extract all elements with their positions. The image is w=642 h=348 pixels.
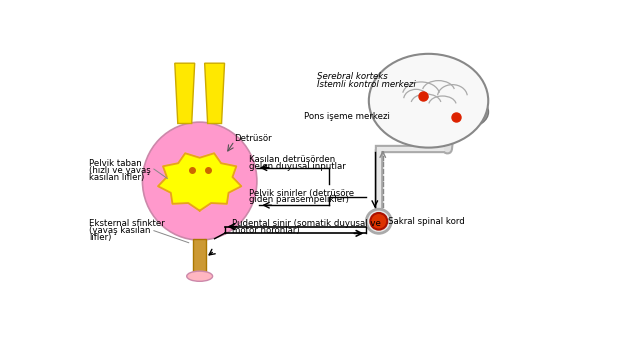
Ellipse shape [367,209,391,234]
Text: İstemli kontrol merkezi: İstemli kontrol merkezi [317,80,415,89]
Text: gelen duyusal inputlar: gelen duyusal inputlar [249,162,346,171]
Polygon shape [158,153,241,211]
Ellipse shape [143,122,257,240]
Text: Pelvik sinirler (detrüsöre: Pelvik sinirler (detrüsöre [249,189,354,198]
Text: (yavaş kasılan: (yavaş kasılan [89,226,151,235]
Text: lifler): lifler) [89,233,112,242]
Text: (hızlı ve yavaş: (hızlı ve yavaş [89,166,151,175]
Text: kasılan lifler): kasılan lifler) [89,173,144,182]
Text: Sakral spinal kord: Sakral spinal kord [388,217,464,226]
Polygon shape [175,63,195,124]
Ellipse shape [446,96,489,127]
Ellipse shape [369,54,489,148]
Text: Serebral korteks: Serebral korteks [317,72,387,81]
Text: Pudental sinir (somatik duyusal ve: Pudental sinir (somatik duyusal ve [232,220,381,229]
Ellipse shape [187,271,213,281]
Polygon shape [205,63,225,124]
Text: Eksternal sfinkter: Eksternal sfinkter [89,220,165,229]
Polygon shape [193,239,206,272]
Text: Pelvik taban: Pelvik taban [89,159,142,168]
Text: motor nöronlar): motor nöronlar) [232,226,300,235]
Ellipse shape [370,213,387,230]
Text: giden parasempelikler): giden parasempelikler) [249,195,349,204]
Text: Pons işeme merkezi: Pons işeme merkezi [304,112,390,121]
Text: Kasılan detrüsörden: Kasılan detrüsörden [249,155,336,164]
Text: Detrüsör: Detrüsör [234,134,272,143]
